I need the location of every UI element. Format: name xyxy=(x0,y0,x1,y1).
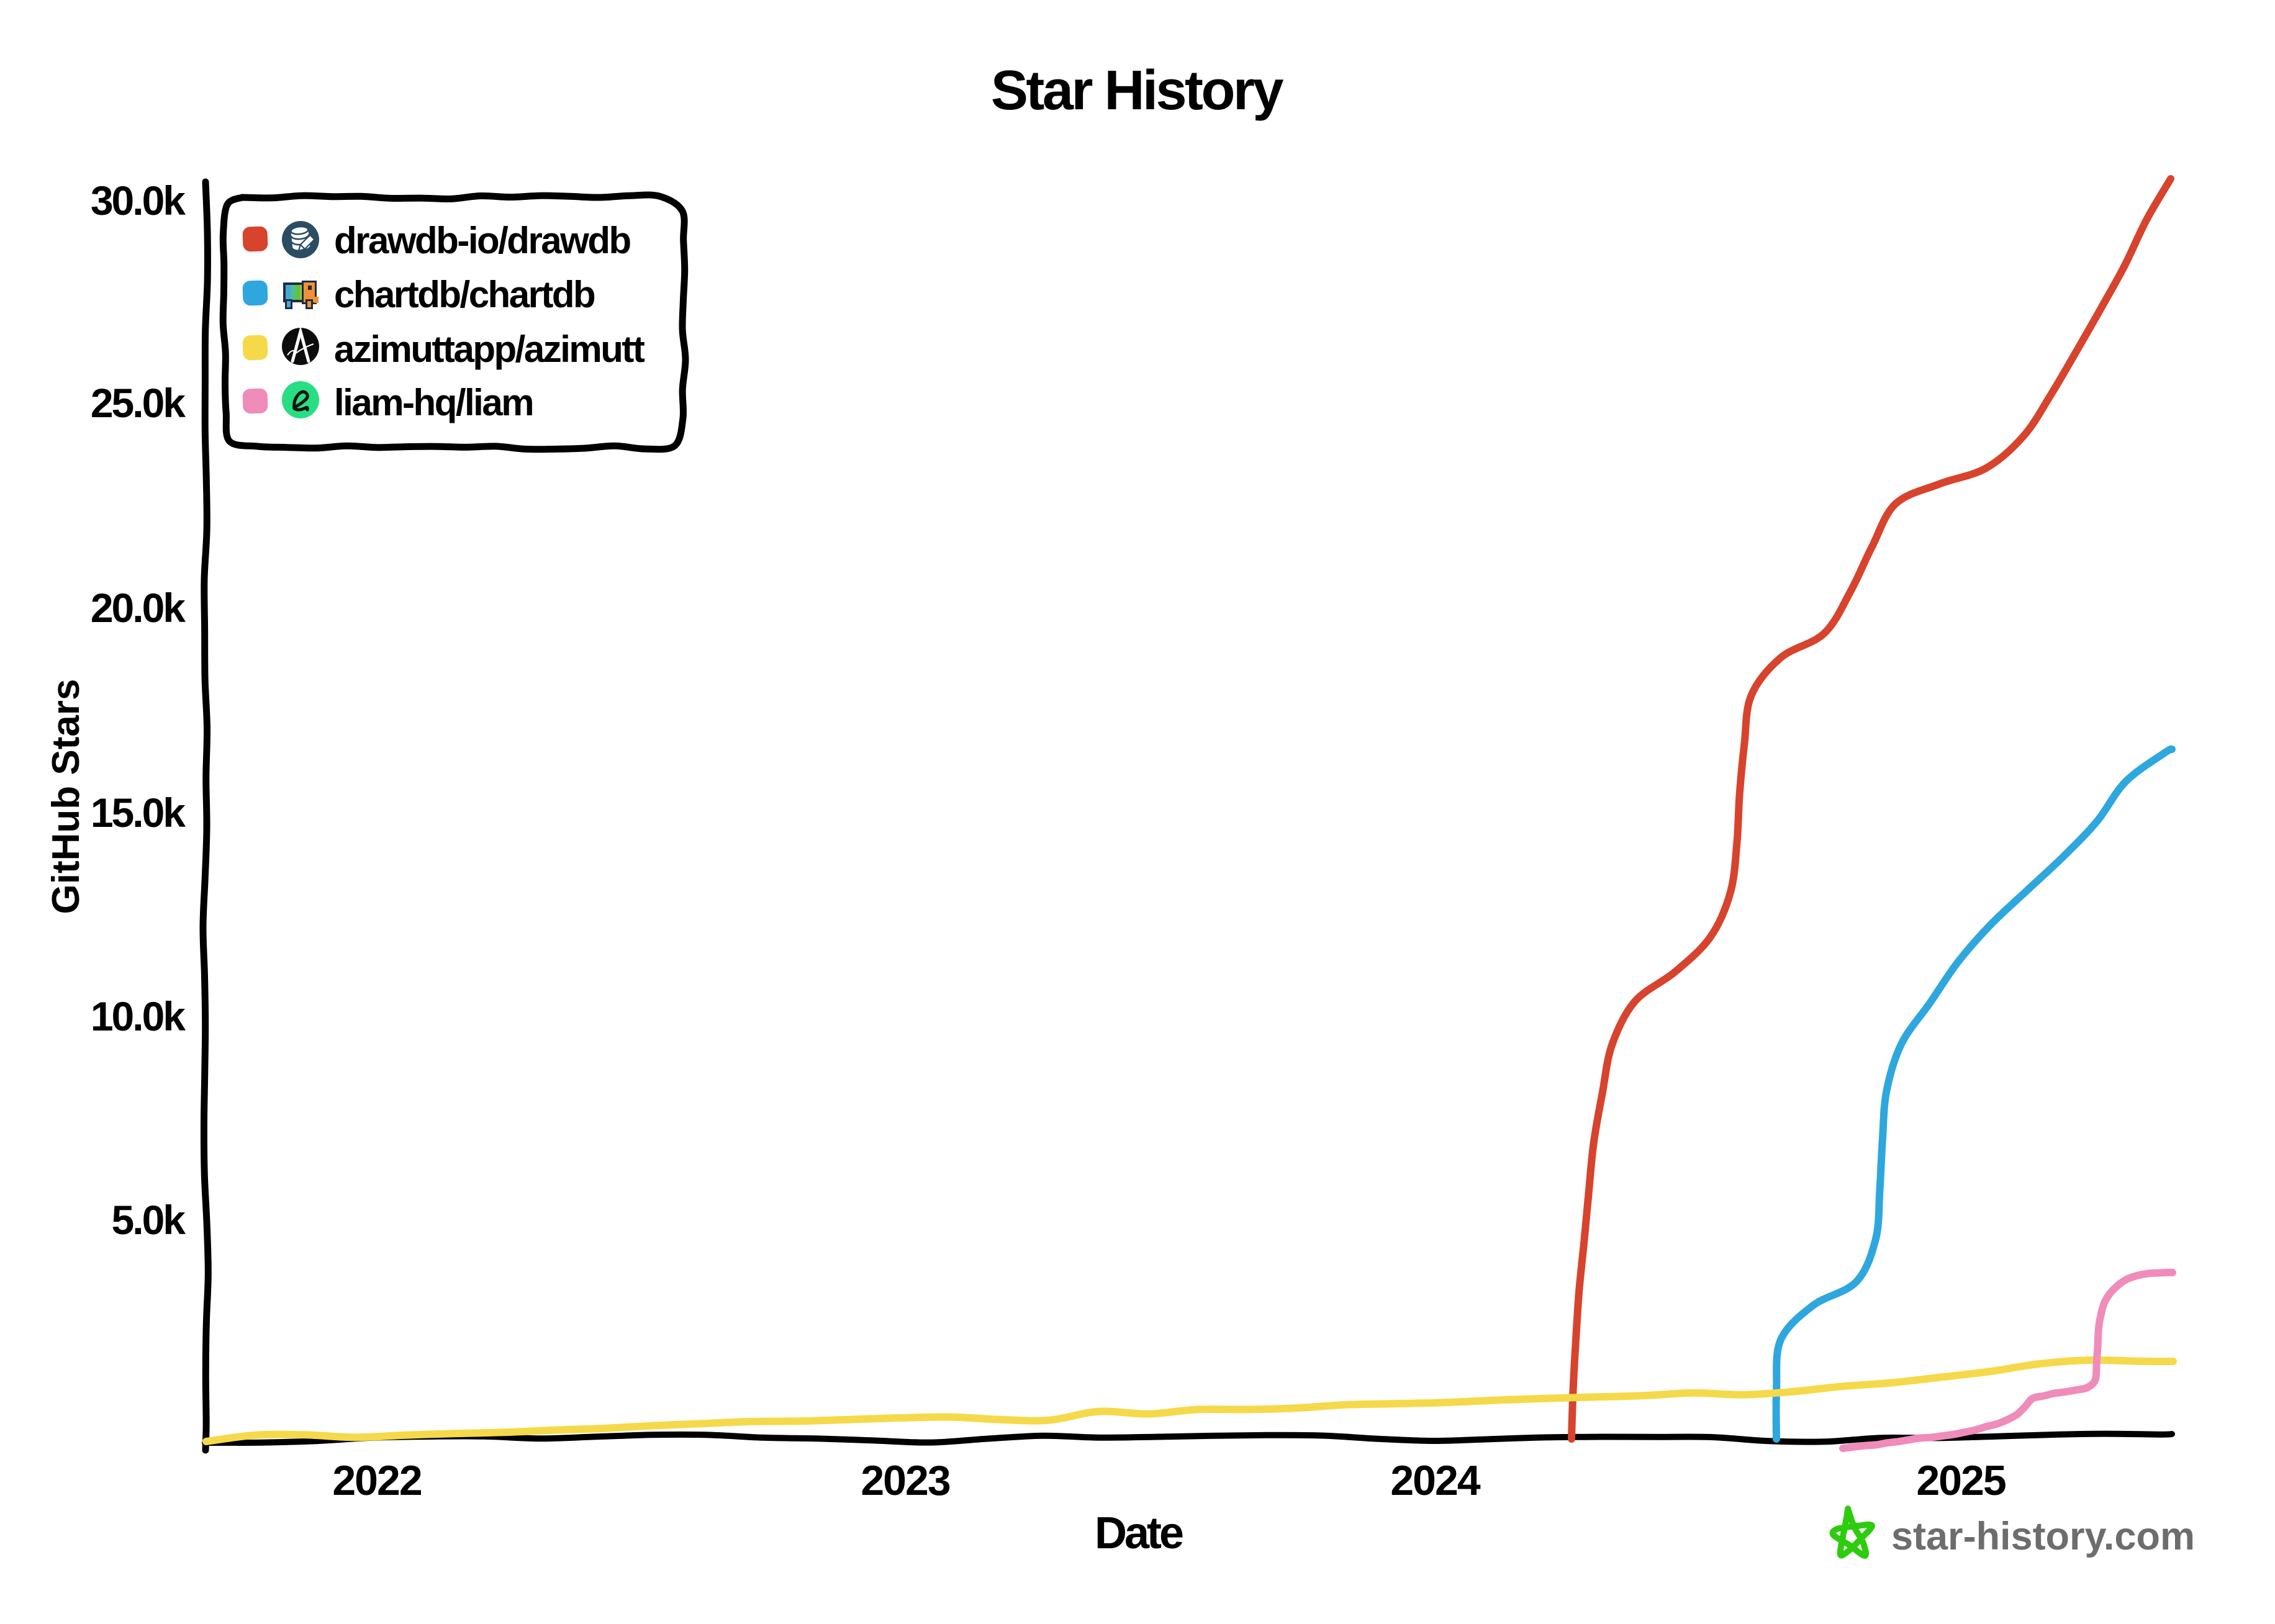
svg-text:30.0k: 30.0k xyxy=(91,178,186,223)
svg-text:25.0k: 25.0k xyxy=(91,380,186,426)
svg-text:5.0k: 5.0k xyxy=(112,1197,186,1243)
svg-text:drawdb-io/drawdb: drawdb-io/drawdb xyxy=(334,220,631,261)
svg-text:2024: 2024 xyxy=(1390,1457,1480,1504)
svg-text:star-history.com: star-history.com xyxy=(1891,1515,2195,1558)
svg-text:2022: 2022 xyxy=(332,1457,421,1504)
svg-text:chartdb/chartdb: chartdb/chartdb xyxy=(334,274,595,315)
svg-text:2023: 2023 xyxy=(861,1457,949,1504)
svg-text:Star History: Star History xyxy=(991,60,1284,122)
svg-text:10.0k: 10.0k xyxy=(91,993,186,1039)
svg-text:Date: Date xyxy=(1095,1509,1183,1558)
svg-text:GitHub Stars: GitHub Stars xyxy=(45,679,88,914)
svg-text:azimuttapp/azimutt: azimuttapp/azimutt xyxy=(334,328,645,370)
svg-text:2025: 2025 xyxy=(1916,1457,2005,1504)
svg-text:20.0k: 20.0k xyxy=(91,585,186,631)
svg-text:liam-hq/liam: liam-hq/liam xyxy=(334,382,533,423)
svg-text:15.0k: 15.0k xyxy=(91,790,186,836)
